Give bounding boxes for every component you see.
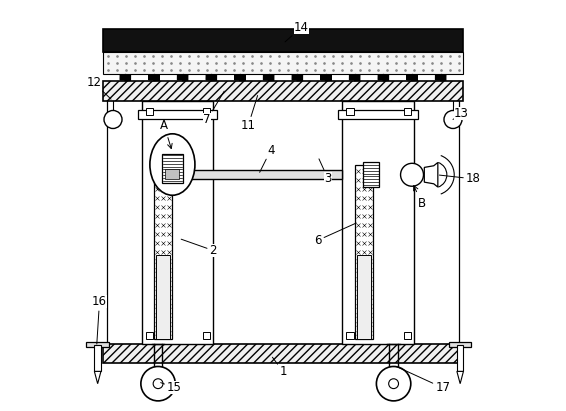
Text: 4: 4 (260, 144, 275, 172)
Text: 7: 7 (203, 91, 224, 126)
Bar (103, 81, 463, 101)
Bar (165, 169, 179, 179)
Bar (87, 342, 109, 347)
Bar (457, 345, 464, 372)
Bar (154, 165, 173, 339)
Bar (449, 342, 471, 347)
Bar (404, 108, 411, 115)
Circle shape (141, 367, 175, 401)
Polygon shape (424, 162, 438, 187)
Circle shape (401, 163, 423, 186)
Bar (338, 111, 418, 120)
Circle shape (104, 111, 122, 129)
Bar (103, 52, 463, 74)
Bar (355, 165, 373, 339)
Text: 16: 16 (92, 295, 107, 344)
Bar (346, 108, 354, 115)
Bar (142, 101, 213, 344)
Bar (203, 108, 211, 115)
Text: A: A (160, 119, 172, 148)
Bar (103, 344, 463, 363)
Text: 12: 12 (86, 76, 111, 99)
Bar (138, 111, 217, 120)
Bar (95, 345, 101, 372)
Text: 15: 15 (161, 381, 182, 394)
Bar (103, 29, 463, 52)
Circle shape (389, 379, 398, 388)
Text: 6: 6 (314, 223, 356, 247)
Text: 14: 14 (285, 21, 309, 42)
Text: 11: 11 (241, 95, 258, 132)
Circle shape (444, 111, 462, 129)
Polygon shape (95, 372, 101, 384)
Text: 3: 3 (319, 159, 332, 185)
Ellipse shape (150, 134, 195, 195)
Bar (162, 154, 183, 183)
Bar (346, 332, 354, 339)
Circle shape (376, 367, 411, 401)
Polygon shape (457, 372, 464, 384)
Bar (357, 254, 371, 339)
Text: 1: 1 (272, 357, 287, 378)
Text: B: B (414, 186, 426, 210)
Text: 13: 13 (453, 107, 469, 120)
Text: 18: 18 (439, 172, 481, 185)
Text: 2: 2 (181, 239, 217, 257)
Bar (146, 332, 153, 339)
Bar (146, 108, 153, 115)
Bar (158, 170, 342, 179)
Bar (363, 162, 379, 187)
Text: 17: 17 (396, 366, 450, 394)
Circle shape (153, 379, 163, 388)
Bar (404, 332, 411, 339)
Bar (342, 101, 414, 344)
Bar (156, 254, 170, 339)
Bar (203, 332, 211, 339)
